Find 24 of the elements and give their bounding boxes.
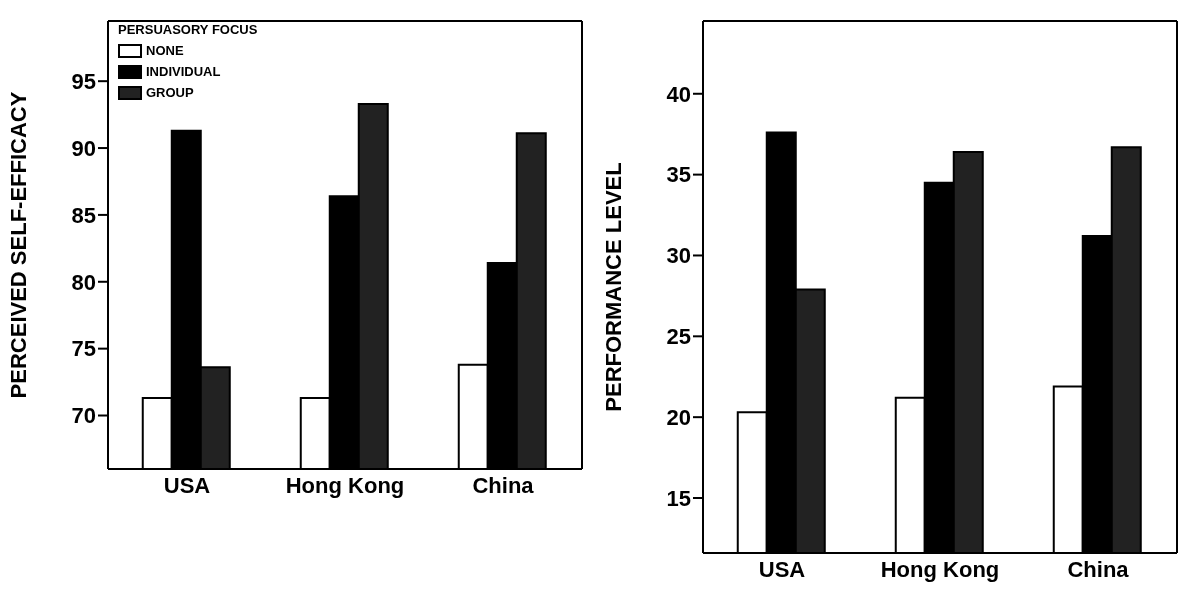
legend-label: INDIVIDUAL [146,64,221,79]
x-tick-label: USA [758,556,806,582]
y-tick-label: 30 [666,243,691,269]
y-tick-label: 95 [71,68,96,94]
y-tick-label: 40 [666,81,691,107]
y-tick-label: 90 [71,135,96,161]
y-tick-label: 85 [71,202,96,228]
legend-title: PERSUASORY FOCUS [118,22,259,37]
y-tick-label: 15 [666,485,691,511]
y-tick-label: 25 [666,324,691,350]
y-tick-label: 80 [71,269,96,295]
legend-label: NONE [146,43,184,58]
legend-label: GROUP [146,85,194,100]
y-tick-label: 75 [71,336,96,362]
x-tick-label: Hong Kong [880,556,1000,582]
x-tick-label: China [1067,556,1130,582]
x-tick-label: USA [163,472,211,498]
y-tick-label: 35 [666,162,691,188]
y-axis-title: PERCEIVED SELF-EFFICACY [5,91,31,399]
x-tick-label: Hong Kong [285,472,405,498]
y-axis-title: PERFORMANCE LEVEL [600,162,626,412]
y-tick-label: 70 [71,403,96,429]
x-tick-label: China [472,472,535,498]
y-tick-label: 20 [666,404,691,430]
